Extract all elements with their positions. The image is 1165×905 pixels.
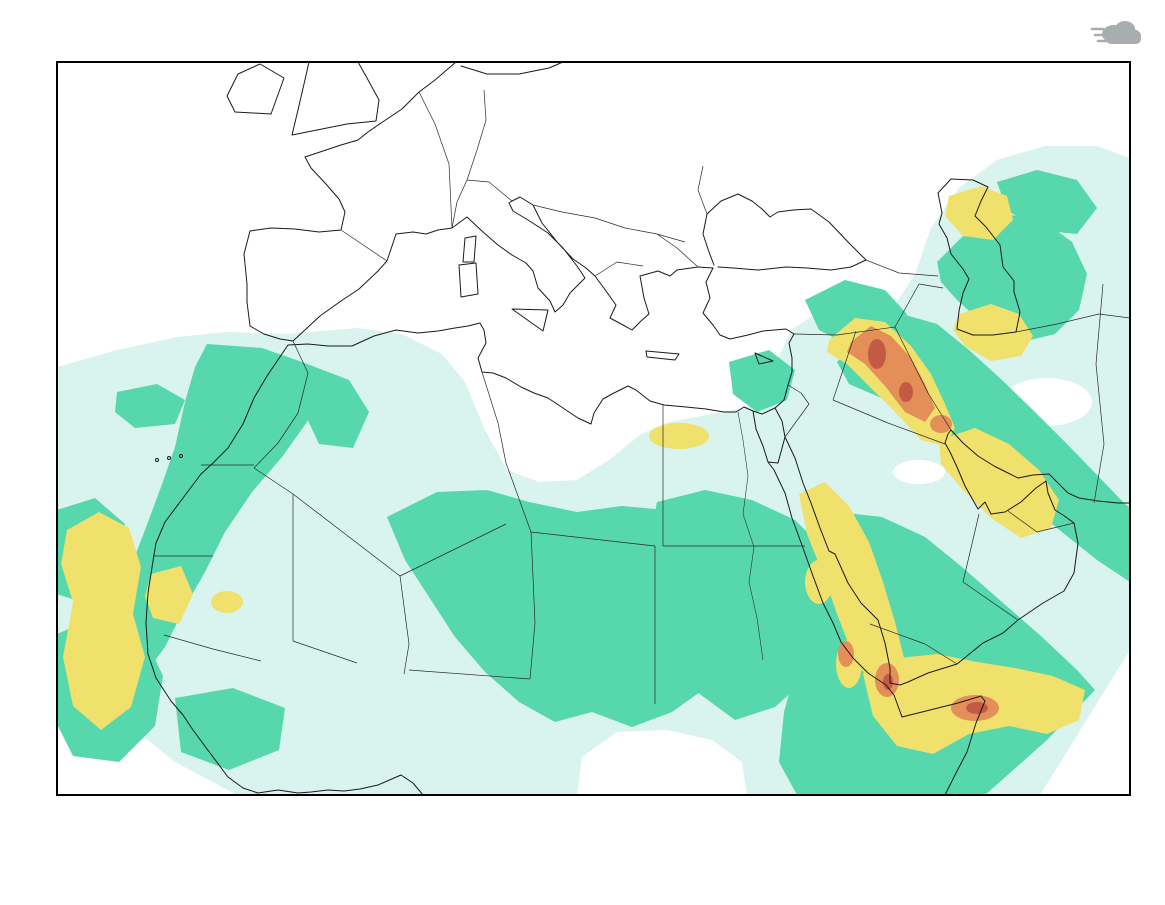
map-frame xyxy=(56,61,1131,796)
map-plot-area xyxy=(56,61,1131,796)
country-borders xyxy=(153,89,1130,704)
coastlines xyxy=(145,62,1130,795)
time-line xyxy=(57,31,121,53)
colorbar xyxy=(0,838,1165,902)
nile-river xyxy=(737,411,764,661)
cloud-icon xyxy=(1090,21,1141,44)
contour-white-gaps xyxy=(577,378,1092,795)
seevccc-logo xyxy=(1090,14,1151,50)
contour-band-1p2-1p6 xyxy=(868,339,988,714)
